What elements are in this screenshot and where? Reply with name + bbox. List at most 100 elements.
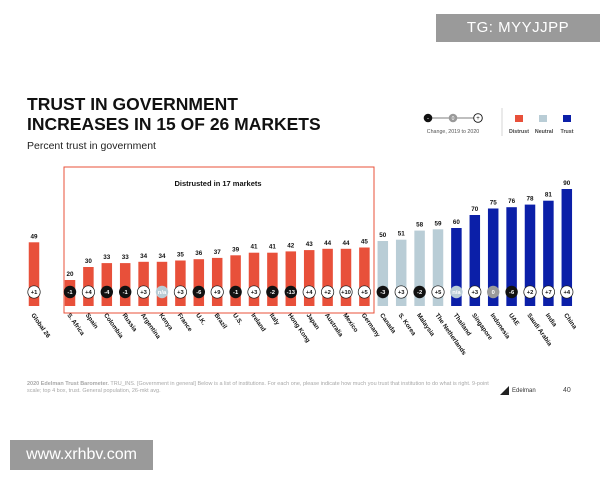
bar-argentina — [138, 261, 149, 306]
legend-plus-glyph: + — [476, 116, 480, 122]
value-label-the-netherlands: 59 — [434, 220, 442, 227]
change-badge-germany — [357, 285, 371, 299]
value-label-japan: 43 — [306, 241, 314, 248]
legend-distrust-label: Distrust — [509, 129, 529, 135]
legend-trust-label: Trust — [561, 129, 574, 135]
value-label-uae: 76 — [508, 198, 516, 205]
bar-the-netherlands — [432, 229, 444, 306]
bar-global-26 — [28, 242, 40, 306]
category-label-u-s: U.S. — [231, 312, 244, 326]
category-label-france: France — [176, 312, 194, 333]
bar-s-korea — [395, 239, 407, 306]
category-label-s-korea: S. Korea — [397, 312, 418, 337]
value-label-india: 81 — [545, 192, 553, 199]
value-label-u-s: 39 — [232, 246, 240, 253]
change-label-brazil: +9 — [214, 290, 221, 296]
value-label-germany: 45 — [361, 239, 369, 246]
bar-thailand — [451, 228, 462, 306]
category-label-japan: Japan — [305, 312, 321, 331]
distrust-annotation: Distrusted in 17 markets — [174, 179, 261, 188]
change-label-u-k: -6 — [196, 290, 202, 296]
change-label-colombia: -4 — [104, 290, 110, 296]
bar-uae — [506, 207, 517, 306]
change-badge-brazil — [210, 285, 224, 299]
bar-saudi-arabia — [524, 204, 536, 306]
category-label-malaysia: Malaysia — [415, 312, 436, 338]
change-badge-hong-kong — [284, 285, 297, 299]
change-badge-india — [541, 285, 555, 299]
page-title: TRUST IN GOVERNMENT INCREASES IN 15 OF 2… — [27, 94, 321, 134]
value-label-u-k: 36 — [195, 250, 203, 257]
change-badge-france — [173, 285, 187, 299]
category-label-uae: UAE — [507, 312, 520, 327]
value-label-spain: 30 — [85, 258, 93, 265]
title-line-2: INCREASES IN 15 OF 26 MARKETS — [27, 114, 321, 134]
page-subtitle: Percent trust in government — [27, 140, 156, 152]
change-badge-singapore — [468, 285, 482, 299]
bar-indonesia — [487, 208, 499, 306]
change-label-s-africa: -1 — [67, 290, 73, 296]
change-badge-kenya — [155, 285, 169, 299]
value-label-s-africa: 20 — [66, 271, 74, 278]
change-label-canada: -3 — [380, 290, 386, 296]
category-label-canada: Canada — [378, 312, 397, 335]
change-label-ireland: +3 — [251, 290, 258, 296]
distrust-highlight-box — [63, 166, 375, 314]
legend-distrust-swatch — [515, 115, 523, 122]
change-label-spain: +4 — [85, 290, 92, 296]
bar-kenya — [156, 261, 168, 306]
change-label-kenya: n/a — [158, 290, 167, 296]
value-label-italy: 41 — [269, 244, 277, 251]
bar-japan — [303, 250, 315, 306]
value-label-argentina: 34 — [140, 253, 148, 260]
brand-mark-icon — [500, 386, 509, 395]
change-badge-saudi-arabia — [523, 285, 537, 299]
footnote: 2020 Edelman Trust Barometer. TRU_INS. [… — [27, 381, 497, 395]
change-badge-malaysia — [413, 285, 426, 299]
legend-neutral-swatch — [539, 115, 547, 122]
change-label-india: +7 — [545, 290, 552, 296]
category-label-global-26: Global 26 — [29, 312, 51, 340]
bar-mexico — [340, 248, 352, 306]
change-badge-ireland — [247, 285, 261, 299]
change-badge-colombia — [100, 285, 114, 299]
category-label-india: India — [544, 312, 558, 328]
category-label-russia: Russia — [121, 312, 139, 333]
category-label-australia: Australia — [323, 312, 344, 338]
category-label-china: China — [562, 312, 578, 331]
site-watermark: www.xrhbv.com — [10, 440, 153, 470]
change-label-thailand: n/a — [452, 290, 461, 296]
category-label-mexico: Mexico — [341, 312, 359, 334]
legend-zero-glyph: 0 — [452, 116, 455, 122]
change-label-japan: +4 — [306, 290, 313, 296]
value-label-china: 90 — [563, 180, 571, 187]
bar-germany — [359, 247, 370, 306]
legend-negative-change-icon — [423, 113, 433, 123]
legend-trust-swatch — [563, 115, 571, 122]
bar-brazil — [211, 257, 223, 306]
bar-china — [561, 189, 573, 306]
change-badge-global-26 — [27, 285, 41, 299]
change-badge-italy — [266, 285, 279, 299]
change-label-hong-kong: -13 — [287, 290, 296, 296]
change-label-s-korea: +3 — [398, 290, 405, 296]
change-label-mexico: +10 — [341, 290, 351, 296]
change-badge-china — [560, 285, 574, 299]
title-line-1: TRUST IN GOVERNMENT — [27, 94, 238, 114]
value-label-singapore: 70 — [471, 206, 479, 213]
change-label-france: +3 — [177, 290, 184, 296]
legend-positive-change-icon — [473, 113, 483, 123]
change-label-singapore: +3 — [471, 290, 478, 296]
change-badge-japan — [302, 285, 316, 299]
change-badge-russia — [119, 285, 132, 299]
change-label-italy: -2 — [270, 290, 275, 296]
value-label-s-korea: 51 — [398, 231, 406, 238]
value-label-indonesia: 75 — [490, 200, 498, 207]
legend-neutral-label: Neutral — [535, 129, 554, 135]
value-label-ireland: 41 — [250, 244, 258, 251]
bar-france — [175, 260, 186, 306]
footnote-body: TRU_INS. [Government in general] Below i… — [27, 381, 489, 394]
value-label-australia: 44 — [324, 240, 332, 247]
change-badge-spain — [81, 285, 95, 299]
